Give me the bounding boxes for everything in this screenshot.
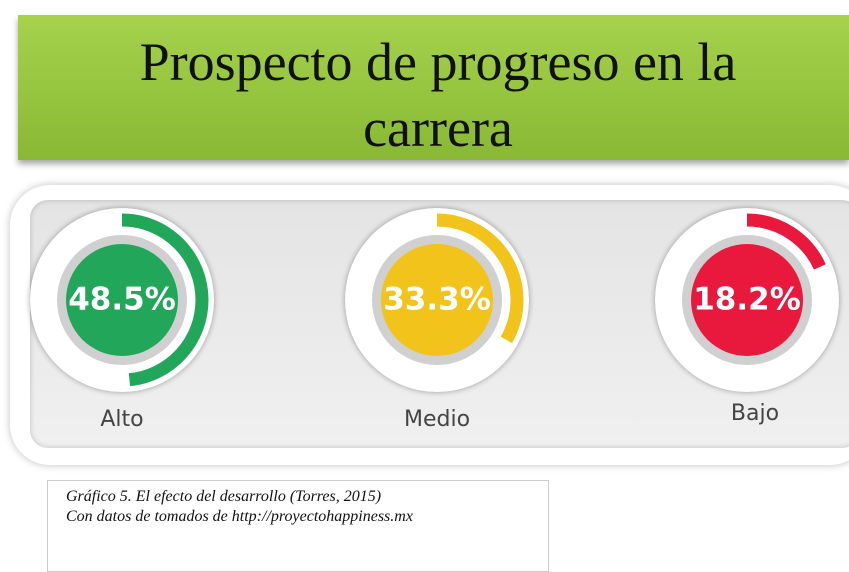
- gauge-center: [66, 244, 178, 356]
- gauge-arc: [660, 213, 834, 387]
- value-label: 18.2%: [693, 282, 801, 318]
- value-label: 48.5%: [68, 282, 176, 318]
- caption-box: Gráfico 5. El efecto del desarrollo (Tor…: [47, 480, 549, 572]
- gauge-center: [381, 244, 493, 356]
- caption-line: Con datos de tomados de http://proyectoh…: [66, 508, 413, 525]
- gauge-arc: [350, 213, 524, 387]
- gauge-center: [691, 244, 803, 356]
- category-label: Alto: [100, 407, 143, 432]
- chart: 48.5% Alto 33.3% Medio 18.2% Bajo: [35, 213, 834, 432]
- category-label: Bajo: [731, 401, 779, 426]
- value-label: 33.3%: [383, 282, 491, 318]
- category-label: Medio: [404, 407, 470, 432]
- chart-title: Prospecto de progreso en la carrera: [139, 32, 737, 158]
- gauge-arc: [35, 213, 209, 387]
- title-banner: Prospecto de progreso en la carrera: [18, 15, 849, 160]
- caption-line: Gráfico 5. El efecto del desarrollo (Tor…: [66, 488, 382, 505]
